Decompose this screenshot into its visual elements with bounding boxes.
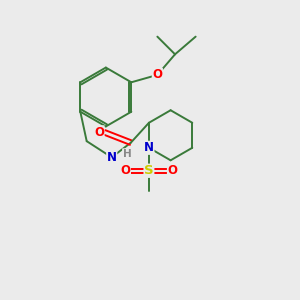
Text: S: S xyxy=(144,164,154,177)
Text: N: N xyxy=(107,151,117,164)
Text: O: O xyxy=(94,126,104,139)
Text: O: O xyxy=(152,68,162,81)
Text: H: H xyxy=(123,149,131,159)
Text: O: O xyxy=(120,164,130,177)
Text: N: N xyxy=(144,141,154,154)
Text: O: O xyxy=(167,164,178,177)
